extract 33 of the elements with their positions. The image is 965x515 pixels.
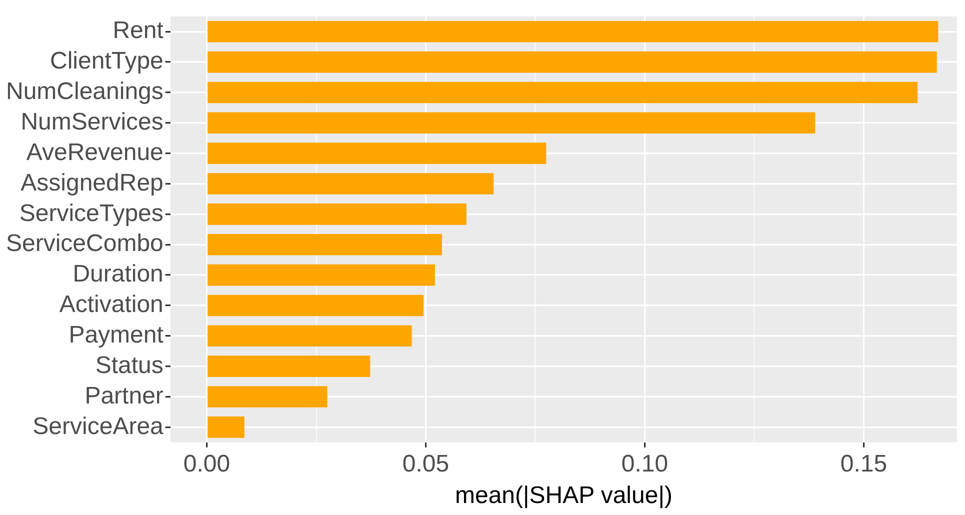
- y-tick-label: AveRevenue: [26, 138, 164, 166]
- bar: [208, 20, 938, 42]
- bar: [208, 173, 494, 194]
- x-tick-label: 0.10: [621, 450, 668, 478]
- y-tick-label: ServiceTypes: [19, 200, 164, 227]
- y-tick-label: Duration: [72, 260, 164, 288]
- y-tick-label: ServiceArea: [32, 412, 164, 440]
- y-tick-label: Rent: [112, 17, 164, 44]
- bar: [208, 264, 435, 286]
- y-tick-label: Activation: [59, 291, 164, 318]
- y-tick-label: Payment: [68, 322, 164, 349]
- bar: [208, 356, 370, 377]
- x-tick-label: 0.05: [402, 450, 450, 478]
- bar: [208, 51, 937, 73]
- y-tick-label: NumCleanings: [6, 78, 164, 106]
- bar: [208, 416, 244, 438]
- bar: [208, 234, 442, 256]
- bar: [208, 386, 328, 408]
- bar: [208, 204, 466, 225]
- bar: [208, 142, 546, 164]
- bar: [208, 82, 918, 104]
- y-tick-label: Partner: [84, 382, 164, 410]
- bar: [208, 294, 424, 316]
- y-tick-label: ClientType: [50, 48, 164, 75]
- x-tick-label: 0.15: [840, 450, 888, 478]
- bar: [208, 112, 816, 134]
- x-axis-title: mean(|SHAP value|): [454, 482, 672, 510]
- bar: [208, 325, 412, 347]
- y-tick-label: AssignedRep: [20, 169, 164, 196]
- x-tick-label: 0.00: [183, 450, 230, 478]
- y-tick-label: Status: [95, 352, 164, 379]
- y-tick-label: NumServices: [20, 108, 164, 136]
- y-tick-label: ServiceCombo: [6, 230, 164, 258]
